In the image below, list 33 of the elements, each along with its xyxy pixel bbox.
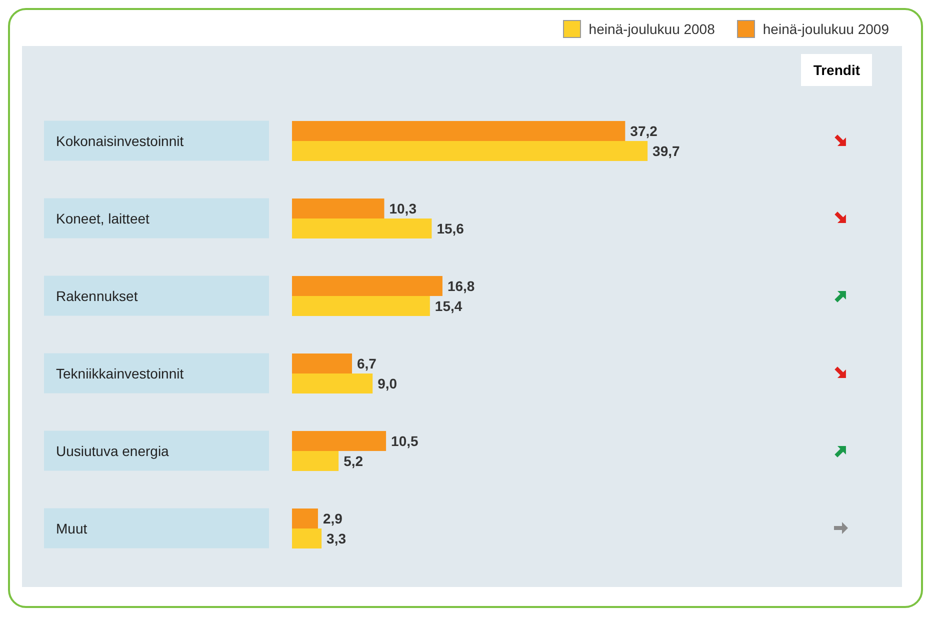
legend-label: heinä-joulukuu 2008 [588,21,715,37]
y-tick-label: Uusiutuva energia [56,442,170,459]
bar [292,198,384,218]
y-tick-label: Koneet, laitteet [56,210,150,226]
bar [292,218,432,238]
legend-label: heinä-joulukuu 2009 [762,21,889,37]
data-label: 15,6 [436,220,464,236]
bar [292,451,339,471]
data-label: 2,9 [322,510,343,526]
y-tick-label: Rakennukset [56,288,138,304]
text: Trendit [801,54,872,86]
data-label: 15,4 [434,298,462,314]
y-tick-label: Kokonaisinvestoinnit [56,132,184,149]
bar [292,141,648,161]
y-tick-label: Muut [56,520,88,536]
data-label: 16,8 [447,278,475,294]
data-label: 10,3 [389,200,417,216]
bar [292,374,373,394]
bar [292,508,318,528]
bar [292,528,322,548]
data-label: 3,3 [326,530,346,546]
bar [292,431,386,451]
data-label: 9,0 [378,375,398,392]
data-label: 39,7 [652,142,680,159]
data-label: 10,5 [391,432,418,449]
bar [292,296,430,316]
bar [292,121,626,141]
bar [292,276,442,296]
bar [292,354,352,374]
data-label: 37,2 [630,122,658,139]
data-label: 5,2 [344,452,364,469]
y-tick-label: Tekniikkainvestoinnit [56,365,184,382]
data-label: 6,7 [357,355,377,372]
